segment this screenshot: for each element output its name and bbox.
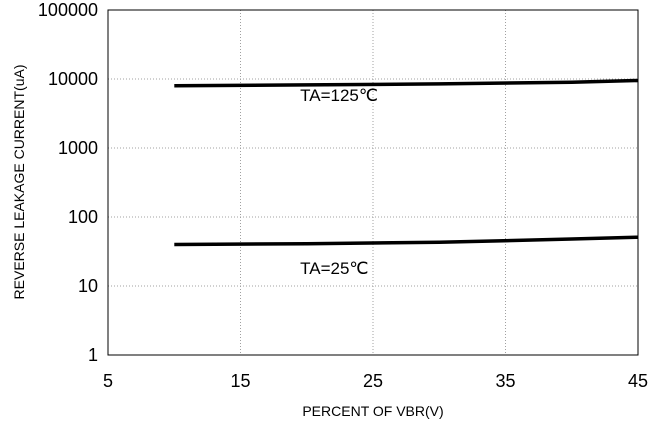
series-line-0 <box>174 78 639 88</box>
y-tick-label: 10000 <box>48 69 98 89</box>
y-tick-label: 100000 <box>38 0 98 20</box>
x-tick-labels: 5 15 25 35 45 <box>103 371 648 391</box>
x-axis-label: PERCENT OF VBR(V) <box>302 403 443 419</box>
series-line-1 <box>174 235 639 247</box>
annotation-label-1: TA=25℃ <box>300 259 368 278</box>
y-tick-label: 10 <box>78 276 98 296</box>
annotations: TA=125℃ TA=25℃ <box>300 86 378 278</box>
series-group <box>174 78 639 247</box>
x-tick-label: 15 <box>230 371 250 391</box>
y-axis-label: REVERSE LEAKAGE CURRENT(uA) <box>11 65 27 300</box>
x-tick-label: 45 <box>628 371 648 391</box>
gridlines <box>108 10 638 355</box>
y-tick-label: 1000 <box>58 138 98 158</box>
annotation-label-0: TA=125℃ <box>300 86 378 105</box>
x-tick-label: 5 <box>103 371 113 391</box>
y-tick-label: 1 <box>88 345 98 365</box>
x-tick-label: 25 <box>363 371 383 391</box>
x-tick-label: 35 <box>495 371 515 391</box>
plot-frame <box>107 9 639 356</box>
y-tick-labels: 1 10 100 1000 10000 100000 <box>38 0 98 365</box>
y-tick-label: 100 <box>68 207 98 227</box>
